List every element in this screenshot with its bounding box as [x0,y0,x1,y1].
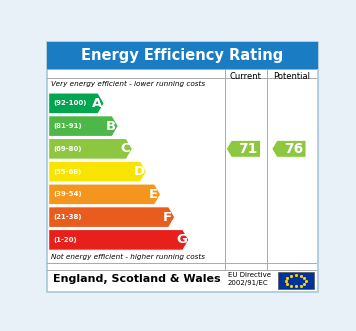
Text: Energy Efficiency Rating: Energy Efficiency Rating [81,48,284,63]
Text: B: B [106,119,116,133]
Text: Not energy efficient - higher running costs: Not energy efficient - higher running co… [51,254,205,260]
Polygon shape [49,93,104,114]
Polygon shape [49,184,161,205]
Text: 71: 71 [239,142,258,156]
Text: (55-68): (55-68) [54,168,82,175]
Text: G: G [176,233,187,246]
Text: (69-80): (69-80) [54,146,82,152]
Bar [278,272,314,289]
Text: England, Scotland & Wales: England, Scotland & Wales [53,274,220,284]
Polygon shape [49,138,132,159]
Polygon shape [49,116,118,136]
Text: (1-20): (1-20) [54,237,77,243]
Polygon shape [49,207,175,227]
Text: (92-100): (92-100) [54,100,87,106]
Text: A: A [91,97,102,110]
Text: (39-54): (39-54) [54,191,82,197]
Polygon shape [272,141,306,157]
Text: 76: 76 [284,142,303,156]
Polygon shape [49,161,147,182]
Polygon shape [49,229,189,250]
Text: C: C [120,142,130,155]
Text: (81-91): (81-91) [54,123,82,129]
Text: D: D [134,165,145,178]
Text: EU Directive
2002/91/EC: EU Directive 2002/91/EC [228,272,271,286]
Text: Very energy efficient - lower running costs: Very energy efficient - lower running co… [51,80,205,87]
Bar [47,42,318,69]
Text: Current: Current [230,72,262,81]
Text: E: E [149,188,158,201]
Polygon shape [226,141,260,157]
Text: (21-38): (21-38) [54,214,82,220]
Text: Potential: Potential [273,72,310,81]
Text: F: F [163,211,172,224]
